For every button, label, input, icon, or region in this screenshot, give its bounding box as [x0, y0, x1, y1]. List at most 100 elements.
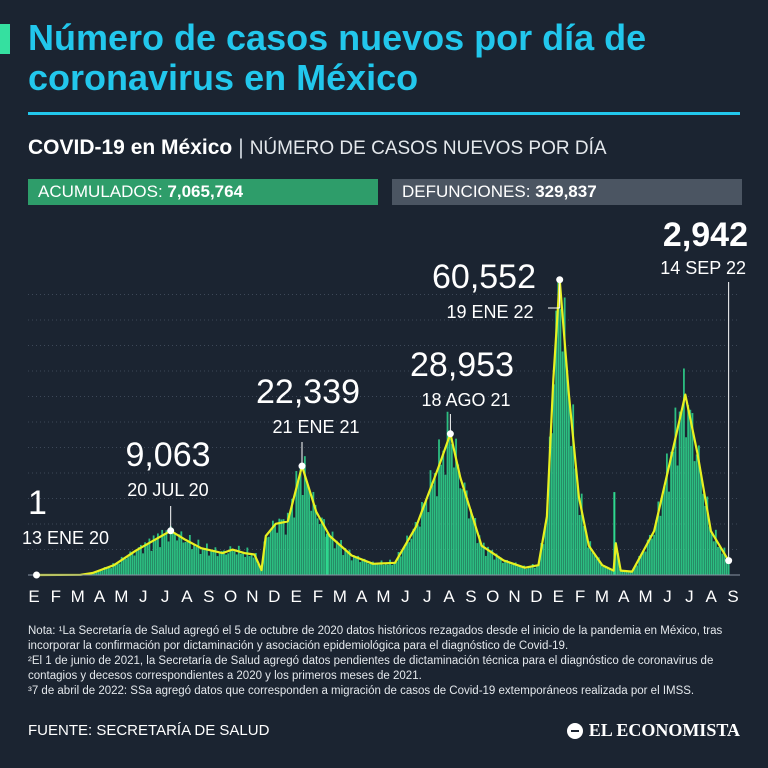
x-tick-label: M — [639, 587, 653, 606]
daily-bar — [585, 531, 587, 575]
x-tick-label: M — [595, 587, 609, 606]
daily-bar — [435, 496, 438, 575]
spike-bar — [325, 533, 328, 575]
daily-bar — [529, 567, 532, 575]
daily-bar — [139, 544, 142, 575]
daily-bar — [233, 551, 236, 575]
daily-bar — [310, 510, 313, 575]
daily-bar — [412, 528, 415, 575]
daily-bar — [114, 564, 117, 575]
daily-bar — [427, 512, 430, 575]
daily-bar — [231, 549, 234, 575]
daily-bar — [476, 543, 479, 575]
daily-bar — [401, 550, 404, 575]
daily-bar — [365, 560, 368, 575]
daily-bar — [267, 536, 270, 575]
daily-bar — [580, 493, 583, 575]
x-tick-label: A — [705, 587, 717, 606]
daily-bar — [461, 489, 464, 575]
daily-bar — [687, 405, 690, 575]
daily-bar — [717, 546, 719, 575]
daily-bar — [625, 570, 628, 575]
page-title: Número de casos nuevos por día de corona… — [28, 17, 647, 98]
x-tick-label: A — [443, 587, 455, 606]
daily-bar — [638, 556, 641, 575]
annotation-dot — [446, 430, 454, 438]
x-tick-label: E — [28, 587, 39, 606]
x-tick-label: N — [508, 587, 520, 606]
daily-bar — [235, 554, 238, 575]
daily-bar — [129, 551, 132, 575]
acumulados-label: ACUMULADOS: — [38, 182, 163, 201]
daily-bar — [397, 551, 400, 575]
daily-bar — [293, 517, 296, 575]
daily-bar — [665, 453, 668, 575]
x-tick-label: J — [139, 587, 148, 606]
daily-bar — [348, 549, 351, 575]
x-tick-label: E — [553, 587, 564, 606]
daily-bar — [369, 563, 372, 575]
daily-bar — [340, 539, 342, 575]
daily-bar — [467, 518, 470, 575]
daily-bar — [246, 547, 249, 575]
daily-bar — [205, 543, 208, 575]
x-tick-label: F — [313, 587, 323, 606]
daily-bar — [286, 512, 289, 575]
daily-bar — [634, 565, 636, 575]
logo-text: EL ECONOMISTA — [588, 720, 740, 740]
daily-bar — [506, 559, 509, 575]
daily-bar — [453, 467, 455, 575]
daily-bar — [508, 562, 511, 575]
daily-bar — [184, 541, 187, 575]
daily-bar — [653, 534, 656, 575]
daily-bar — [203, 550, 206, 575]
daily-bar — [578, 515, 581, 575]
daily-bar — [697, 445, 700, 575]
daily-bar — [676, 465, 679, 575]
daily-bar — [350, 560, 353, 575]
daily-bar — [274, 524, 276, 575]
daily-bar — [538, 561, 541, 575]
daily-bar — [372, 561, 374, 575]
daily-bar — [406, 535, 408, 575]
daily-bar — [191, 549, 193, 575]
daily-bar — [604, 566, 607, 575]
annotation-date: 19 ENE 22 — [446, 302, 533, 322]
annotation-dot — [33, 571, 41, 579]
daily-bar — [308, 487, 311, 575]
daily-bar — [421, 502, 423, 575]
daily-bar — [629, 570, 632, 575]
daily-bar — [565, 370, 568, 575]
x-tick-label: J — [685, 587, 694, 606]
annotation-value: 28,953 — [410, 346, 514, 384]
daily-bar — [465, 490, 468, 575]
daily-bar — [693, 461, 696, 575]
daily-bar — [376, 564, 379, 575]
annotation-dot — [298, 462, 306, 470]
daily-bar — [178, 534, 181, 575]
daily-bar — [659, 515, 662, 575]
daily-bar — [176, 540, 178, 575]
daily-bar — [122, 558, 125, 575]
average-line — [36, 278, 730, 577]
daily-bar — [644, 551, 647, 575]
annotation-value: 1 — [28, 484, 47, 522]
cases-chart: 1 13 ENE 20 9,063 20 JUL 20 22,339 21 ENE 21 2… — [22, 216, 748, 606]
daily-bar — [120, 556, 123, 575]
x-tick-label: O — [224, 587, 237, 606]
daily-bar — [165, 530, 168, 575]
daily-bar — [116, 563, 119, 575]
daily-bar — [355, 556, 357, 575]
daily-bar — [444, 474, 447, 575]
daily-bar — [429, 470, 432, 575]
daily-bar — [727, 560, 730, 575]
daily-bar — [250, 554, 253, 575]
annotation-dot — [725, 557, 733, 565]
daily-bar — [710, 533, 713, 575]
daily-bar — [425, 498, 428, 575]
daily-bar — [708, 526, 711, 575]
daily-bar — [550, 433, 553, 575]
x-tick-label: E — [290, 587, 301, 606]
daily-bar — [99, 570, 102, 575]
daily-bar — [127, 557, 129, 575]
